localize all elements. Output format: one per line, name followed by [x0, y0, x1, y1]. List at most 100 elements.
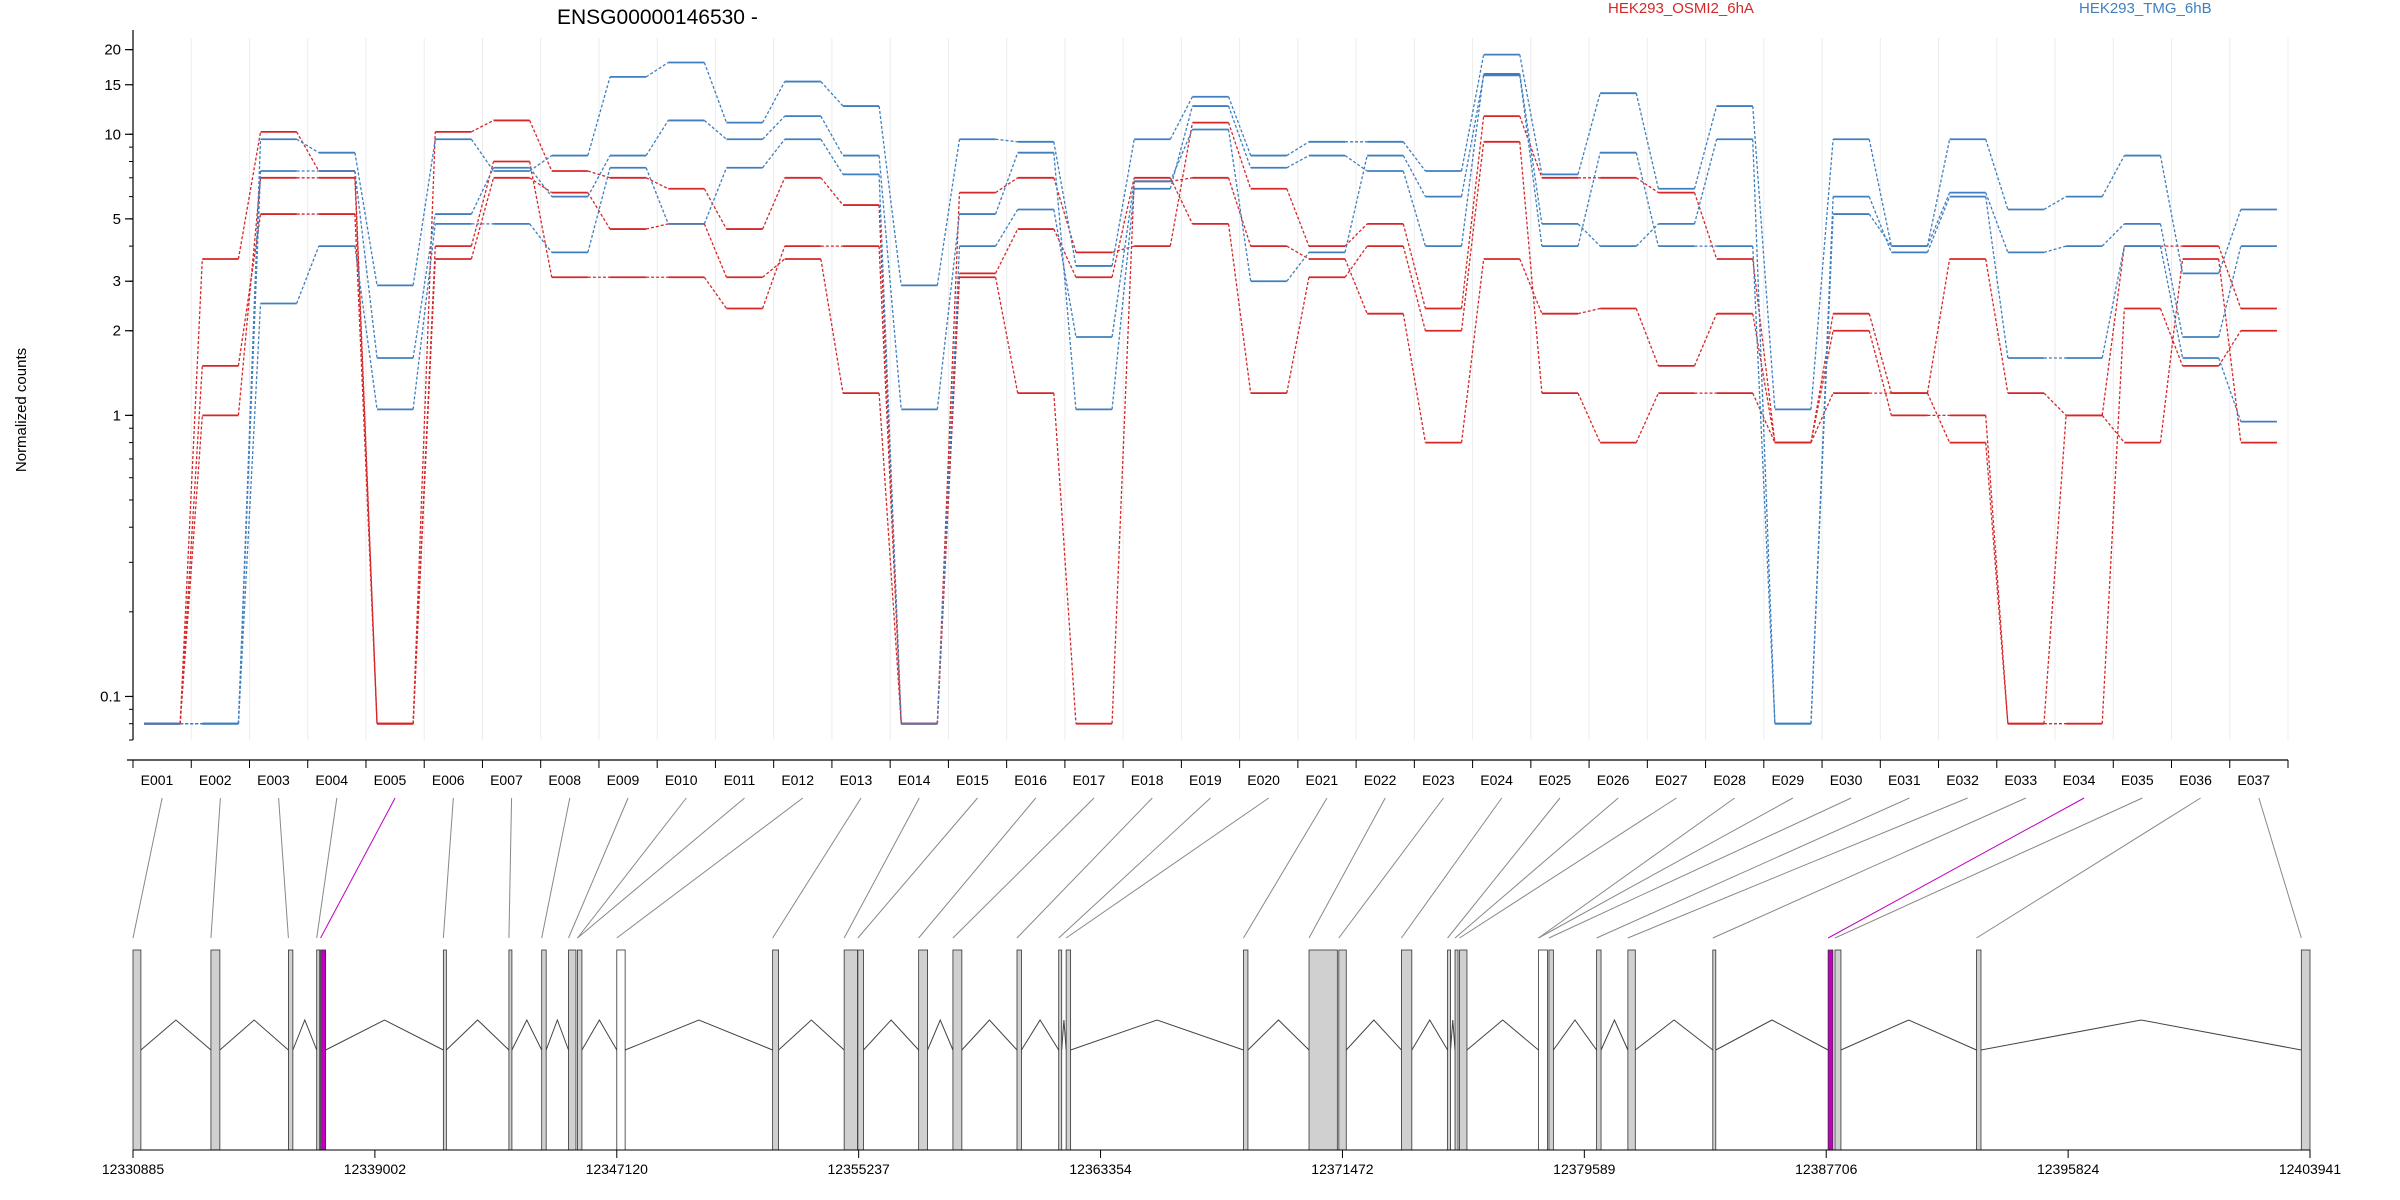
series-connector [2218, 245, 2242, 338]
intron-line [1061, 1019, 1067, 1051]
intron-line [1552, 1019, 1597, 1051]
exon-connector [508, 797, 513, 939]
series-connector [1693, 139, 1718, 225]
intron-line [1411, 1019, 1449, 1051]
series-connector [995, 138, 1018, 143]
exon-connector [1308, 797, 1386, 939]
series-connector [1635, 223, 1659, 247]
exon-connector [1596, 797, 1910, 939]
exon-block [952, 949, 963, 1151]
series-connector [1169, 129, 1194, 182]
exon-block [1058, 949, 1063, 1151]
series-connector [1111, 188, 1135, 410]
series-connector [1402, 170, 1427, 247]
intron-line [1021, 1019, 1060, 1051]
series-connector [296, 245, 320, 304]
series-connector [529, 120, 553, 172]
series-connector [2043, 392, 2067, 416]
exon-connector [132, 797, 163, 939]
exon-connector [1338, 797, 1444, 939]
series-connector [878, 155, 902, 410]
series-connector [1227, 105, 1252, 168]
intron-line [545, 1018, 569, 1051]
series-connector [1752, 313, 1776, 443]
exon-connector [1447, 797, 1561, 939]
intron-line [511, 1018, 543, 1051]
exon-connector [1538, 797, 1735, 939]
exon-connector-lines [132, 797, 2302, 939]
series-connector [1635, 93, 1660, 189]
series-connector [820, 115, 844, 156]
series-connector [703, 276, 728, 309]
coordinate-label: 12387706 [1795, 1161, 1858, 1177]
intron-line [778, 1019, 845, 1051]
x-tick-label: E031 [1888, 772, 1921, 788]
y-tick-label: 20 [104, 42, 121, 59]
intron-line [1840, 1019, 1977, 1051]
x-tick-label: E035 [2121, 772, 2154, 788]
x-tick-label: E015 [956, 772, 989, 788]
exon-connector [2258, 797, 2302, 939]
series-connector [1286, 188, 1310, 247]
series-connector [1460, 73, 1485, 247]
series-connector [412, 213, 436, 359]
intron-line [1466, 1019, 1539, 1051]
series-connector [1868, 213, 1892, 247]
intron-line [445, 1019, 510, 1051]
exon-block [508, 949, 513, 1151]
series-connector [762, 81, 786, 123]
exon-block [1538, 949, 1548, 1151]
series-connector [1810, 139, 1834, 410]
series-connector [1693, 105, 1718, 189]
exon-connector [857, 797, 978, 939]
exon-connector [772, 797, 862, 939]
series-connector [1868, 313, 1892, 394]
series-connector [1169, 105, 1194, 189]
series-connector [1402, 245, 1427, 331]
series-connector [2101, 223, 2125, 247]
series-connector [820, 177, 844, 206]
intron-line [140, 1019, 212, 1051]
series-connector [1868, 139, 1893, 247]
series-connector [1985, 258, 2009, 394]
series-connector [1227, 122, 1252, 189]
series-connector [2159, 308, 2184, 367]
series-connector [1053, 393, 1077, 724]
series-connector [2043, 245, 2067, 254]
coordinate-label: 12355237 [828, 1161, 891, 1177]
series-connector [1053, 152, 1077, 410]
series-connector [1460, 75, 1485, 197]
chart-title: ENSG00000146530 - [557, 6, 758, 29]
series-connector [703, 188, 728, 230]
series-connector [1111, 181, 1135, 724]
exon-connector [1400, 797, 1503, 939]
exon-block [1454, 949, 1459, 1151]
series-connector [1752, 139, 1776, 724]
series-connector [2101, 245, 2125, 359]
series-connector [1169, 122, 1194, 247]
series-connector [1693, 313, 1718, 367]
series-connector [179, 415, 203, 724]
series-line [144, 53, 2277, 725]
series-connector [1111, 177, 1135, 278]
x-tick-label: E020 [1247, 772, 1280, 788]
exon-block [616, 949, 626, 1151]
x-tick-label: E037 [2237, 772, 2270, 788]
series-connector [936, 214, 961, 410]
coordinate-label: 12330885 [102, 1161, 165, 1177]
series-connector [1985, 196, 2009, 359]
series-connector [412, 223, 436, 410]
series-connector [412, 258, 436, 724]
series-connector [1053, 209, 1077, 338]
series-connector [2218, 357, 2242, 422]
series-connector [1053, 141, 1077, 267]
exon-block [568, 949, 577, 1151]
intron-line [624, 1019, 773, 1051]
series-connector [762, 177, 786, 230]
series-connector [1170, 177, 1193, 182]
series-connector [2101, 155, 2125, 197]
coordinate-label: 12379589 [1553, 1161, 1616, 1177]
exon-connector [442, 797, 454, 939]
series-lines [144, 53, 2277, 725]
